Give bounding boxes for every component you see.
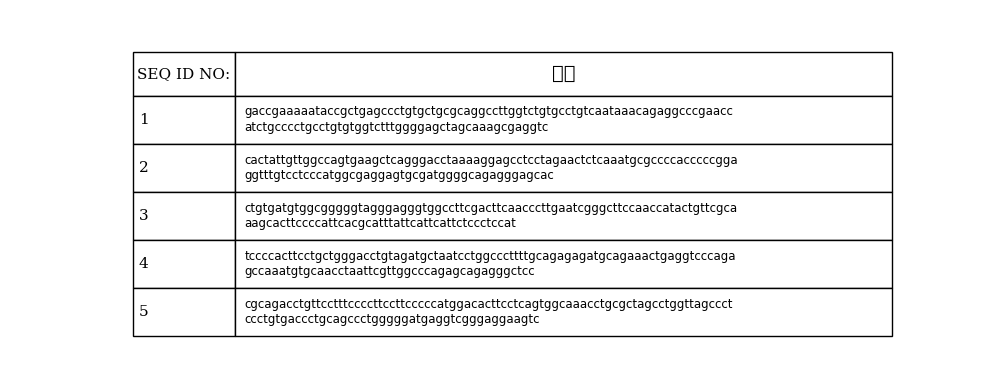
Text: cactattgttggccagtgaagctcagggacctaaaaggagcctcctagaactctcaaatgcgccccacccccgga: cactattgttggccagtgaagctcagggacctaaaaggag… [245,154,738,166]
Bar [133,96,235,144]
Bar [235,144,892,192]
Text: 5: 5 [139,305,149,319]
Text: ggtttgtcctcccatggcgaggagtgcgatggggcagagggagcac: ggtttgtcctcccatggcgaggagtgcgatggggcagagg… [245,169,554,182]
Bar [235,51,892,96]
Text: aagcacttccccattcacgcatttattcattcattctccctccat: aagcacttccccattcacgcatttattcattcattctccc… [245,217,516,230]
Text: gccaaatgtgcaacctaattcgttggcccagagcagagggctcc: gccaaatgtgcaacctaattcgttggcccagagcagaggg… [245,265,535,278]
Bar [235,240,892,288]
Text: ctgtgatgtggcgggggtagggagggtggccttcgacttcaacccttgaatcgggcttccaaccatactgttcgca: ctgtgatgtggcgggggtagggagggtggccttcgacttc… [245,202,738,215]
Text: tccccacttcctgctgggacctgtagatgctaatcctggcccttttgcagagagatgcagaaactgaggtcccaga: tccccacttcctgctgggacctgtagatgctaatcctggc… [245,250,736,263]
Bar [133,240,235,288]
Text: 3: 3 [139,209,149,223]
Bar [235,192,892,240]
Text: atctgcccctgcctgtgtggtctttggggagctagcaaagcgaggtc: atctgcccctgcctgtgtggtctttggggagctagcaaag… [245,121,549,134]
Text: 2: 2 [139,161,149,175]
Bar [133,144,235,192]
Bar [133,192,235,240]
Text: 序列: 序列 [552,64,576,83]
Bar [235,288,892,336]
Text: cgcagacctgttcctttccccttccttcccccatggacacttcctcagtggcaaacctgcgctagcctggttagccct: cgcagacctgttcctttccccttccttcccccatggacac… [245,298,733,311]
Text: ccctgtgaccctgcagccctgggggatgaggtcgggaggaagtc: ccctgtgaccctgcagccctgggggatgaggtcgggagga… [245,314,540,327]
Bar [235,96,892,144]
Bar [133,288,235,336]
Text: gaccgaaaaataccgctgagccctgtgctgcgcaggccttggtctgtgcctgtcaataaacagaggcccgaacc: gaccgaaaaataccgctgagccctgtgctgcgcaggcctt… [245,106,733,118]
Text: 4: 4 [139,257,149,271]
Text: SEQ ID NO:: SEQ ID NO: [137,67,231,81]
Bar [133,51,235,96]
Text: 1: 1 [139,113,149,127]
